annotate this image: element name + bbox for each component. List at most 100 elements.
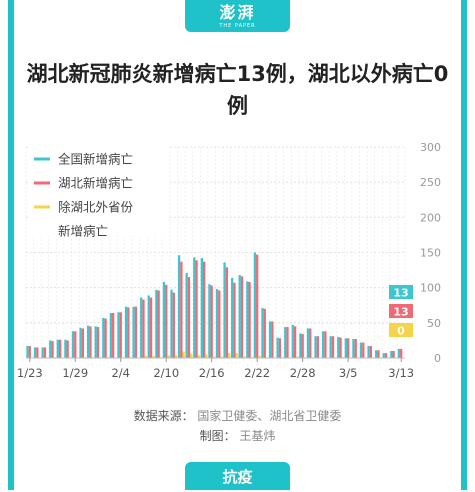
bar-hubei [370,346,372,358]
source-chart-value: 王基炜 [239,429,275,443]
source-chart-label: 制图： [200,429,236,443]
bar-hubei [195,260,197,358]
bar-hubei [400,349,402,358]
bar-hubei [67,340,69,358]
bar-national [216,289,218,358]
bar-national [34,347,36,358]
bar-national [64,340,66,358]
bar-national [322,331,324,358]
x-tick-label: 1/23 [17,366,43,380]
x-tick-label: 3/13 [388,366,414,380]
bar-hubei [29,346,31,358]
bar-hubei [241,276,243,358]
bar-national [375,350,377,358]
bar-national [231,278,233,358]
end-value-label: 0 [397,325,405,338]
bar-outside [236,353,238,358]
bar-hubei [89,326,91,358]
bar-national [223,262,225,358]
bar-national [261,308,263,358]
bar-national [390,351,392,358]
footer-tab: 抗疫 [185,462,290,490]
bar-national [49,340,51,358]
bar-hubei [82,328,84,358]
bar-hubei [173,293,175,358]
legend-swatch [34,206,50,209]
source-data-value: 国家卫健委、湖北省卫健委 [197,409,341,423]
bar-national [367,346,369,358]
bar-national [125,307,127,358]
bar-hubei [135,307,137,358]
bar-national [314,336,316,358]
bar-hubei [127,307,129,358]
y-tick-label: 0 [434,352,441,365]
legend-label: 全国新增病亡 [58,152,133,167]
bar-national [155,290,157,358]
bar-national [42,347,44,358]
end-value-label: 13 [393,287,408,300]
bar-hubei [264,309,266,358]
bar-hubei [317,336,319,358]
bar-hubei [97,327,99,358]
bar-national [193,257,195,358]
y-tick-label: 50 [427,317,441,330]
bar-national [26,346,28,358]
legend-swatch [34,182,50,185]
bar-national [398,349,400,358]
bar-national [299,333,301,358]
y-tick-label: 300 [420,141,441,154]
bar-national [170,290,172,358]
bar-national [208,284,210,358]
bar-national [360,343,362,358]
bar-hubei [362,343,364,358]
bar-hubei [271,321,273,358]
bar-national [269,321,271,358]
bar-hubei [256,255,258,358]
bar-hubei [302,334,304,358]
bar-hubei [211,286,213,358]
x-tick-label: 2/22 [244,366,270,380]
bar-hubei [347,338,349,358]
bar-national [383,353,385,358]
bar-national [292,325,294,358]
bar-hubei [165,285,167,358]
bar-hubei [203,262,205,358]
bar-hubei [112,313,114,358]
bar-national [352,339,354,358]
bar-hubei [294,326,296,358]
bar-hubei [332,336,334,358]
bar-national [72,331,74,358]
bar-hubei [309,328,311,358]
x-tick-label: 1/29 [62,366,88,380]
bar-hubei [377,350,379,358]
bar-hubei [286,327,288,358]
bar-hubei [158,290,160,358]
bar-hubei [355,339,357,358]
bar-national [284,327,286,358]
bar-national [277,338,279,358]
bar-national [132,307,134,358]
source-block: 数据来源： 国家卫健委、湖北省卫健委 制图： 王基炜 [0,406,475,446]
bar-national [140,298,142,358]
bar-national [87,326,89,358]
bar-national [246,281,248,358]
bar-hubei [324,331,326,358]
bar-hubei [392,351,394,358]
bar-hubei [104,319,106,358]
x-tick-label: 3/5 [339,366,358,380]
x-tick-label: 2/16 [199,366,225,380]
bar-hubei [180,262,182,358]
bar-national [148,295,150,358]
x-tick-label: 2/10 [153,366,179,380]
bar-hubei [51,341,53,358]
y-tick-label: 250 [420,176,441,189]
bar-outside [183,352,185,358]
bar-national [110,313,112,358]
bar-national [186,273,188,358]
bar-hubei [248,282,250,358]
bar-national [95,326,97,358]
bar-hubei [188,277,190,358]
bar-hubei [142,300,144,358]
bar-national [254,253,256,359]
